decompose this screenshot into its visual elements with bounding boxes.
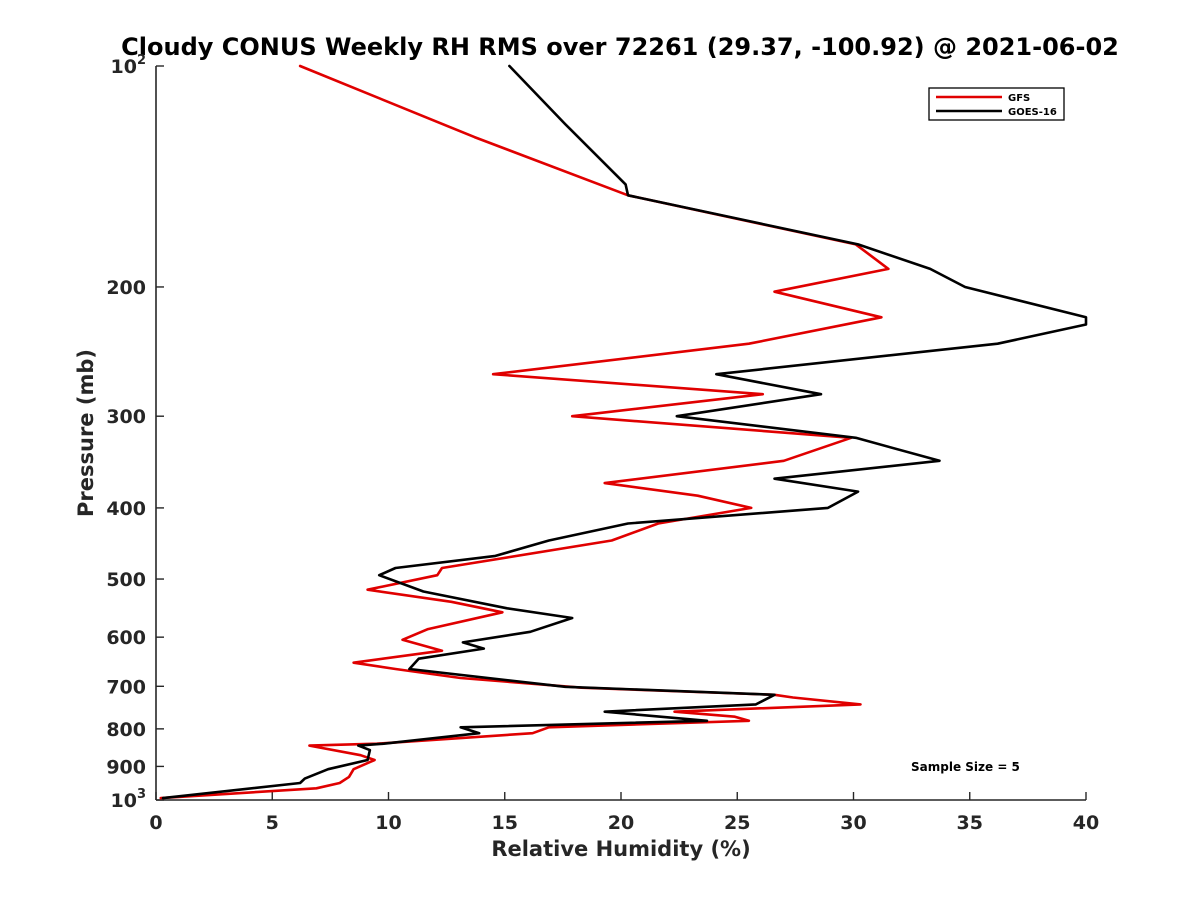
y-tick-label: 700 xyxy=(106,676,146,698)
x-tick-label: 30 xyxy=(840,812,866,834)
x-ticks: 0 5 10 15 20 25 30 35 40 xyxy=(149,792,1099,834)
series-layer xyxy=(159,64,1088,800)
x-tick-label: 20 xyxy=(608,812,634,834)
y-tick-label: 400 xyxy=(106,498,146,520)
legend-box xyxy=(928,87,1065,121)
y-tick-label: 900 xyxy=(106,756,146,778)
series-line-gfs xyxy=(159,64,890,800)
y-ticks: 102 200 300 400 500 600 700 800 900 103 xyxy=(106,53,164,812)
y-tick-label: 300 xyxy=(106,406,146,428)
y-tick-label: 600 xyxy=(106,627,146,649)
y-tick-label: 800 xyxy=(106,719,146,741)
y-axis-label: Pressure (mb) xyxy=(74,349,98,517)
y-tick-label: 102 xyxy=(111,53,147,78)
y-tick-label: 500 xyxy=(106,569,146,591)
x-tick-label: 10 xyxy=(375,812,401,834)
chart-title: Cloudy CONUS Weekly RH RMS over 72261 (2… xyxy=(121,33,1119,61)
legend-label-gfs: GFS xyxy=(1008,93,1030,104)
x-tick-label: 25 xyxy=(724,812,750,834)
series-line-goes16 xyxy=(161,64,1088,800)
x-tick-label: 35 xyxy=(957,812,983,834)
x-tick-label: 15 xyxy=(492,812,518,834)
y-tick-label: 200 xyxy=(106,277,146,299)
x-tick-label: 0 xyxy=(149,812,162,834)
x-tick-label: 40 xyxy=(1073,812,1099,834)
legend: GFS GOES-16 xyxy=(928,87,1065,121)
x-axis-label: Relative Humidity (%) xyxy=(491,837,750,861)
y-tick-label: 103 xyxy=(111,787,147,812)
legend-label-goes16: GOES-16 xyxy=(1008,107,1057,118)
x-tick-label: 5 xyxy=(266,812,279,834)
sample-size-annotation: Sample Size = 5 xyxy=(911,760,1020,774)
